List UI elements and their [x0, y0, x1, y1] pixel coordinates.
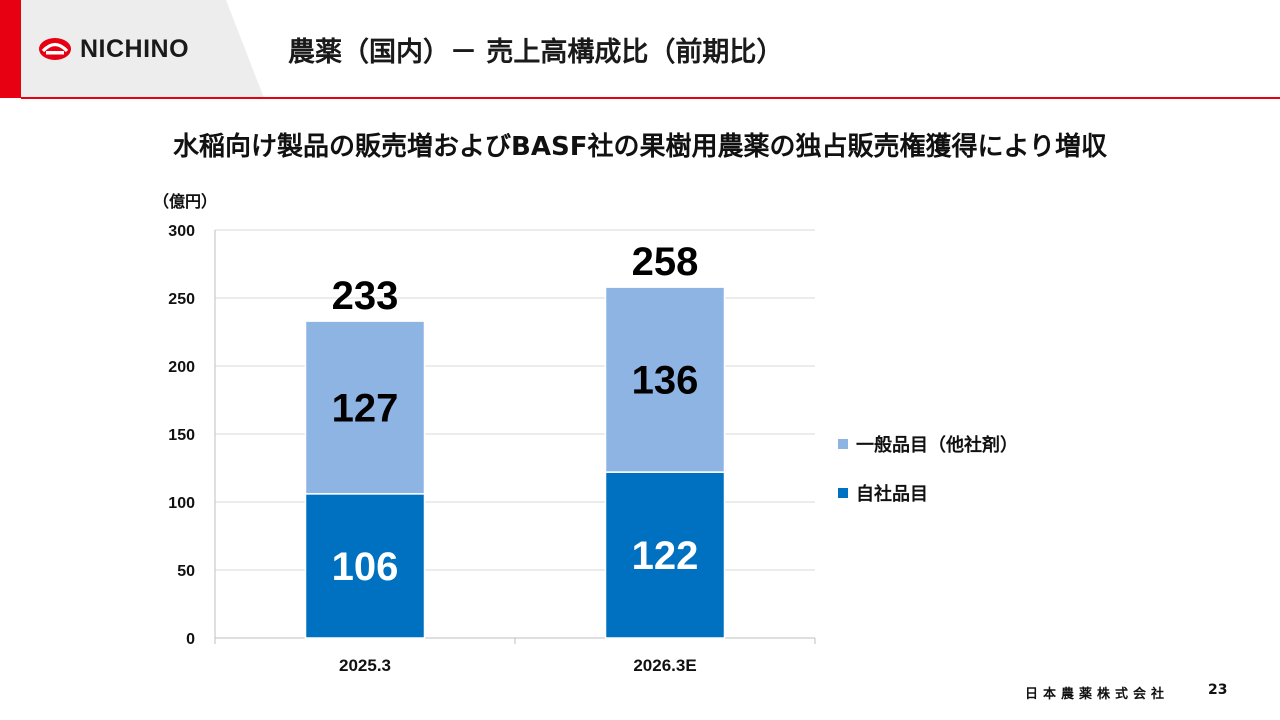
bar-segment-general — [604, 286, 726, 473]
bar-segment-own — [604, 471, 726, 639]
header-red-edge — [0, 0, 21, 98]
nichino-logo-icon — [39, 38, 71, 60]
header-rule — [21, 97, 1280, 99]
y-tick-label: 250 — [168, 291, 195, 308]
logo-panel — [0, 0, 1280, 98]
bar-segment-general — [304, 320, 426, 495]
chart-legend: 一般品目（他社剤） 自社品目 — [838, 432, 1018, 530]
y-tick-label: 50 — [177, 563, 195, 580]
data-label-general: 136 — [632, 359, 699, 403]
legend-swatch-own — [838, 488, 848, 498]
legend-label-general: 一般品目（他社剤） — [856, 435, 1018, 456]
total-label: 258 — [632, 240, 699, 284]
logo-text: NICHINO — [80, 34, 190, 63]
y-tick-label: 150 — [168, 427, 195, 444]
data-label-own: 106 — [332, 545, 399, 589]
y-tick-label: 200 — [168, 359, 195, 376]
x-category-label: 2025.3 — [339, 656, 391, 675]
slide-title: 農薬（国内）－ 売上高構成比（前期比） — [288, 37, 784, 68]
legend-swatch-general — [838, 439, 848, 449]
data-label-own: 122 — [632, 534, 699, 578]
y-tick-label: 300 — [168, 223, 195, 240]
page-number: 23 — [1208, 682, 1228, 698]
bar-segment-own — [304, 493, 426, 639]
y-axis-unit-label: （億円） — [153, 192, 218, 211]
x-category-label: 2026.3E — [633, 656, 696, 675]
y-tick-label: 100 — [168, 495, 195, 512]
y-tick-label: 0 — [186, 631, 195, 648]
slide-header: NICHINO 農薬（国内）－ 売上高構成比（前期比） — [0, 0, 1280, 99]
company-logo: NICHINO — [38, 33, 189, 65]
legend-label-own: 自社品目 — [856, 484, 928, 505]
legend-item-general: 一般品目（他社剤） — [838, 432, 1018, 456]
footer-company-name: 日本農薬株式会社 — [1025, 687, 1170, 702]
total-label: 233 — [332, 274, 399, 318]
legend-item-own: 自社品目 — [838, 481, 1018, 505]
header-band-shape — [0, 0, 264, 98]
headline: 水稲向け製品の販売増およびBASF社の果樹用農薬の独占販売権獲得により増収 — [173, 132, 1107, 162]
data-label-general: 127 — [332, 386, 399, 430]
